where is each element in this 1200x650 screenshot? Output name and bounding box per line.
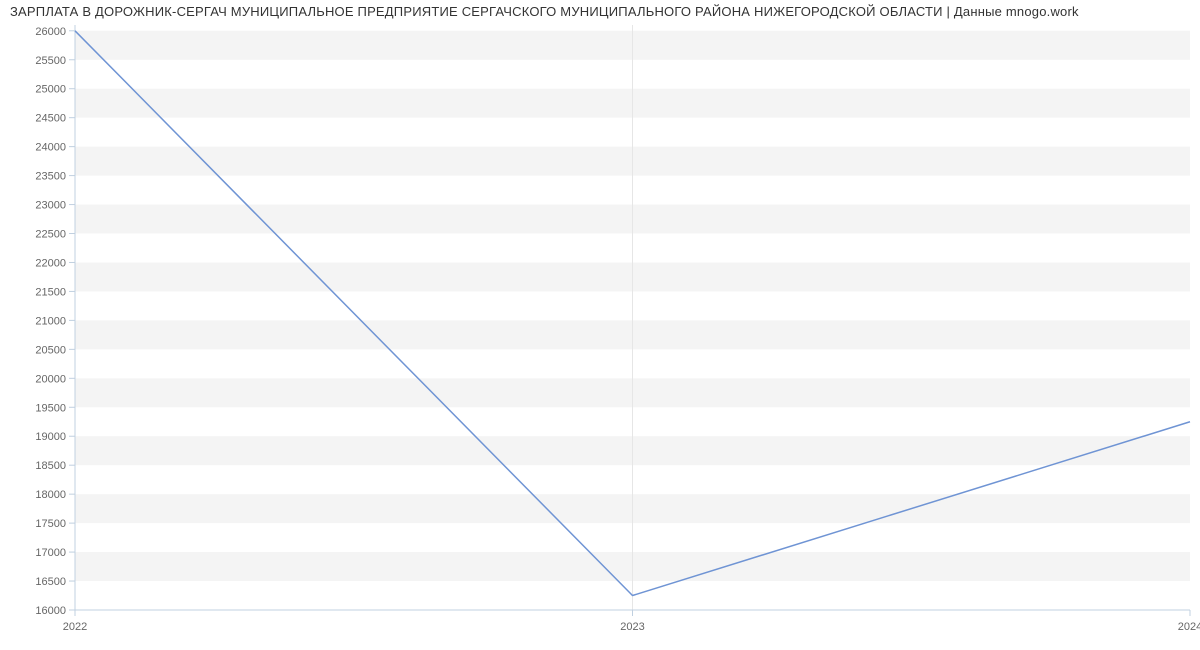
y-tick-label: 20500 [35, 344, 66, 356]
y-tick-label: 17500 [35, 518, 66, 530]
y-tick-label: 24000 [35, 142, 66, 154]
y-tick-label: 17000 [35, 547, 66, 559]
salary-line-chart: 16000 16500 17000 17500 18000 18500 19000 19500… [0, 0, 1200, 650]
y-tick-label: 21000 [35, 315, 66, 327]
y-tick-label: 18500 [35, 460, 66, 472]
y-tick-label: 16500 [35, 576, 66, 588]
y-tick-label: 26000 [35, 26, 66, 38]
y-tick-label: 20000 [35, 373, 66, 385]
y-tick-label: 19500 [35, 402, 66, 414]
y-tick-label: 25000 [35, 84, 66, 96]
y-tick-label: 16000 [35, 605, 66, 617]
y-tick-label: 23500 [35, 171, 66, 183]
y-tick-label: 24500 [35, 113, 66, 125]
y-tick-label: 25500 [35, 55, 66, 67]
x-tick-label: 2024 [1178, 621, 1200, 633]
y-tick-label: 21500 [35, 286, 66, 298]
x-tick-label: 2022 [63, 621, 87, 633]
x-tick-label: 2023 [620, 621, 644, 633]
y-tick-label: 23000 [35, 200, 66, 212]
y-tick-label: 22500 [35, 229, 66, 241]
y-tick-label: 19000 [35, 431, 66, 443]
y-tick-label: 22000 [35, 257, 66, 269]
y-tick-label: 18000 [35, 489, 66, 501]
